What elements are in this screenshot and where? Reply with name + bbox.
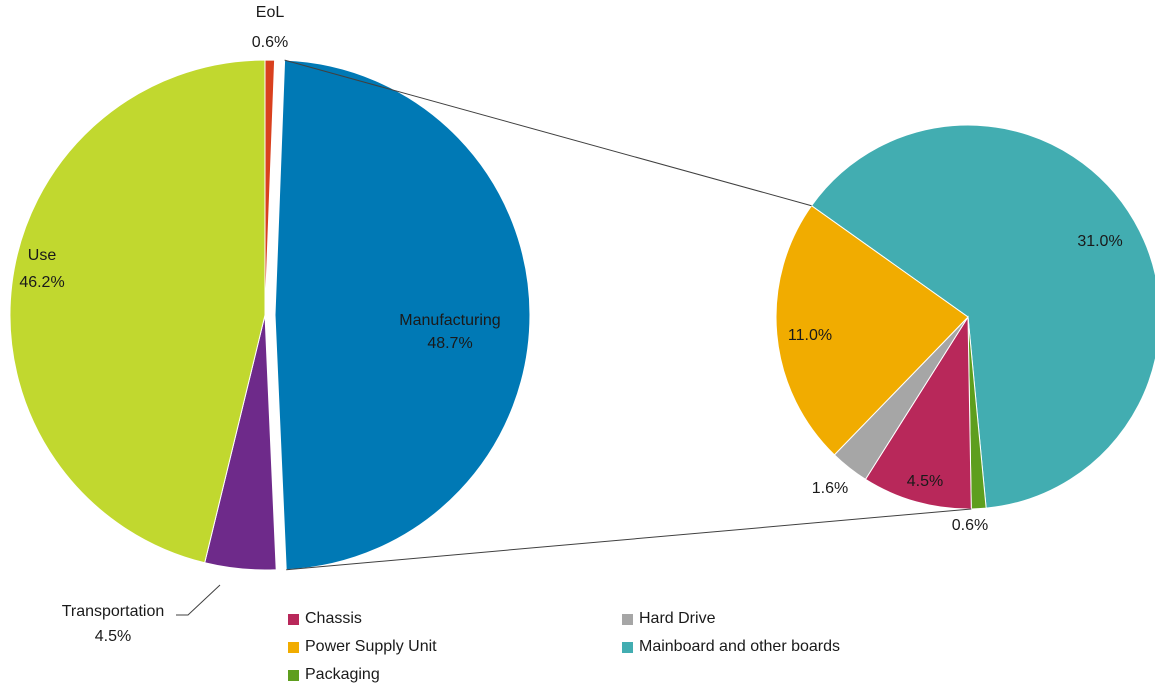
legend-swatch-power-supply-unit bbox=[288, 641, 299, 653]
slice-mainboard-and-other-boards bbox=[810, 124, 1155, 509]
legend-item-power-supply-unit: Power Supply Unit bbox=[288, 636, 437, 658]
slice-eol bbox=[264, 59, 276, 316]
legend-item-mainboard-and-other-boards: Mainboard and other boards bbox=[622, 636, 840, 658]
leader-line-transportation bbox=[176, 584, 221, 616]
legend-label-power-supply-unit: Power Supply Unit bbox=[305, 638, 437, 655]
connector-line-bottom bbox=[286, 508, 972, 571]
value-label-packaging: 0.6% bbox=[952, 517, 988, 534]
legend-swatch-chassis bbox=[288, 613, 299, 625]
legend-label-mainboard-and-other-boards: Mainboard and other boards bbox=[639, 638, 841, 655]
legend-swatch-mainboard-and-other-boards bbox=[622, 641, 633, 653]
legend-label-hard-drive: Hard Drive bbox=[639, 610, 716, 627]
label-use: Use bbox=[28, 247, 57, 264]
legend-item-hard-drive: Hard Drive bbox=[622, 608, 715, 630]
legend-swatch-packaging bbox=[288, 669, 299, 681]
value-label-power-supply-unit: 11.0% bbox=[788, 327, 832, 344]
legend-item-chassis: Chassis bbox=[288, 608, 362, 630]
slice-use bbox=[9, 59, 266, 564]
label-transportation: Transportation bbox=[62, 603, 165, 620]
slice-manufacturing bbox=[274, 59, 531, 571]
legend-label-packaging: Packaging bbox=[305, 666, 380, 683]
label-manufacturing: Manufacturing bbox=[399, 312, 500, 329]
value-label-hard-drive: 1.6% bbox=[812, 480, 848, 497]
chart-legend: Chassis Hard Drive Power Supply Unit Mainbo… bbox=[288, 608, 928, 688]
value-label-transportation: 4.5% bbox=[95, 628, 131, 645]
legend-label-chassis: Chassis bbox=[305, 610, 362, 627]
value-label-manufacturing: 48.7% bbox=[427, 335, 472, 352]
legend-item-packaging: Packaging bbox=[288, 664, 380, 686]
label-eol: EoL bbox=[256, 4, 285, 21]
slice-power-supply-unit bbox=[775, 205, 969, 456]
value-label-mainboard-and-other-boards: 31.0% bbox=[1077, 233, 1122, 250]
legend-swatch-hard-drive bbox=[622, 613, 633, 625]
value-label-use: 46.2% bbox=[19, 274, 64, 291]
connector-line-top bbox=[284, 59, 812, 207]
value-label-eol: 0.6% bbox=[252, 34, 288, 51]
value-label-chassis: 4.5% bbox=[907, 473, 943, 490]
